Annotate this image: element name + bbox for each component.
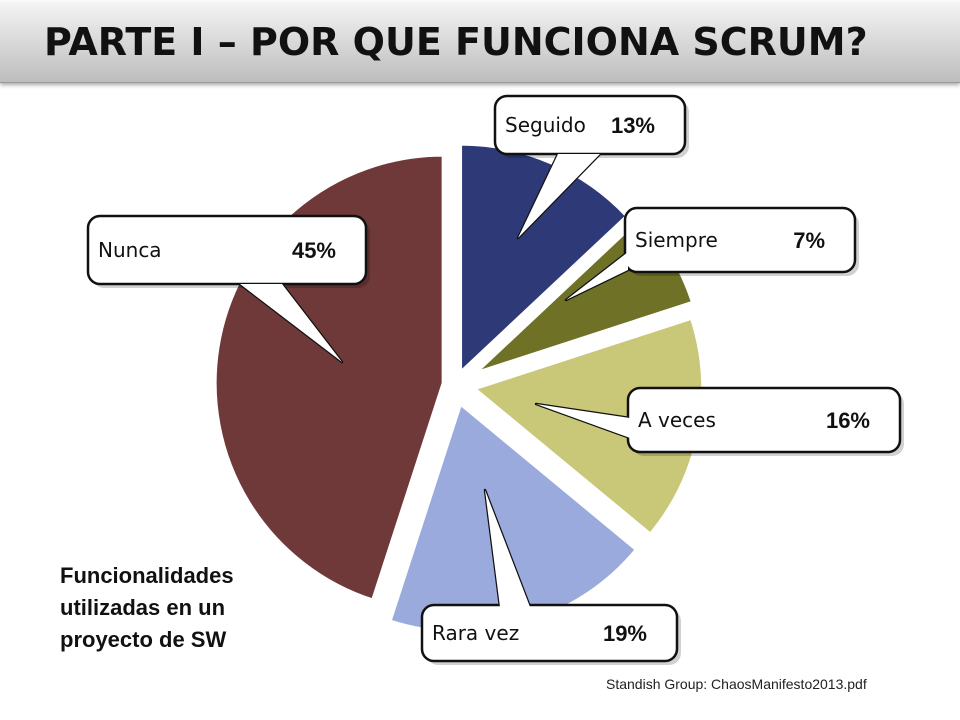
- source-citation: Standish Group: ChaosManifesto2013.pdf: [606, 676, 867, 692]
- callout-label: Siempre: [635, 228, 718, 252]
- callout-tail-fill: [240, 284, 342, 362]
- callout-value: 13%: [611, 113, 655, 138]
- callout-value: 19%: [603, 621, 647, 646]
- caption-line-1: Funcionalidades: [60, 563, 234, 588]
- caption-line-3: proyecto de SW: [60, 627, 227, 652]
- callout-label: Nunca: [98, 238, 162, 262]
- callout-tail-fill: [536, 404, 630, 438]
- slide-title: PARTE I – POR QUE FUNCIONA SCRUM?: [44, 20, 868, 64]
- callout-box: [420, 603, 679, 663]
- callout-siempre: Siempre 7%: [564, 206, 859, 302]
- callout-value: 45%: [292, 238, 336, 263]
- pie-slice-seguido: [459, 142, 629, 376]
- caption-line-2: utilizadas en un: [60, 595, 226, 620]
- callout-value: 16%: [826, 408, 870, 433]
- callout-tail-fill: [485, 490, 530, 607]
- callouts-layer: Seguido 13% Siempre 7% A veces 16% Rara vez 19%…: [86, 94, 904, 665]
- callout-tail-fill: [518, 154, 600, 238]
- callout-box: [623, 206, 857, 274]
- callout-label: Rara vez: [432, 621, 519, 645]
- callout-value: 7%: [793, 228, 825, 253]
- callout-label: A veces: [638, 408, 716, 432]
- callout-box: [86, 214, 368, 286]
- callout-seguido: Seguido 13%: [493, 94, 689, 240]
- title-bar: PARTE I – POR QUE FUNCIONA SCRUM?: [0, 2, 960, 83]
- callout-nunca: Nunca 45%: [86, 214, 370, 364]
- callout-rara-vez: Rara vez 19%: [420, 488, 681, 665]
- chart-caption: Funcionalidades utilizadas en un proyect…: [60, 560, 290, 656]
- callout-label: Seguido: [505, 113, 586, 137]
- callout-tail-fill: [566, 252, 628, 300]
- callout-a-veces: A veces 16%: [534, 386, 904, 456]
